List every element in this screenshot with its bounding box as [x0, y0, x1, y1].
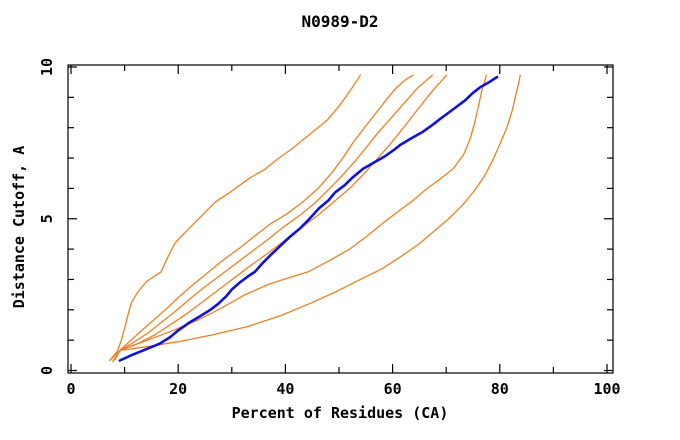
y-tick-label: 5 [38, 214, 56, 223]
curve-orange-6 [119, 74, 521, 352]
y-axis-label: Distance Cutoff, A [10, 146, 28, 309]
x-axis-label: Percent of Residues (CA) [232, 404, 449, 422]
x-tick-label: 40 [276, 380, 294, 398]
curve-orange-1 [110, 74, 362, 360]
y-tick-label: 10 [38, 58, 56, 76]
curve-orange-3 [112, 74, 433, 363]
y-tick-label: 0 [38, 366, 56, 375]
x-tick-label: 0 [66, 380, 75, 398]
curve-orange-5 [119, 74, 488, 352]
x-tick-label: 60 [384, 380, 402, 398]
curve-orange-2 [108, 74, 414, 362]
x-tick-label: 20 [169, 380, 187, 398]
curves-layer [108, 74, 521, 363]
x-tick-label: 80 [491, 380, 509, 398]
axes-layer: 0 20 40 60 80 100 0 5 10 [38, 58, 621, 398]
chart-title: N0989-D2 [301, 12, 378, 31]
plot-frame [67, 64, 614, 374]
curve-blue [118, 75, 499, 362]
x-tick-label: 100 [593, 380, 620, 398]
